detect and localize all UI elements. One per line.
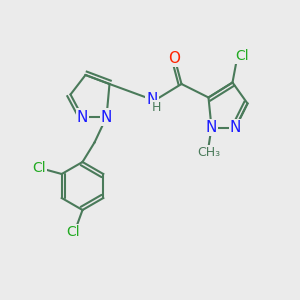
Text: Cl: Cl [67,226,80,239]
Text: O: O [168,51,180,66]
Text: CH₃: CH₃ [197,146,220,159]
Text: N: N [101,110,112,124]
Text: H: H [152,100,162,114]
Text: Cl: Cl [236,49,249,63]
Text: N: N [146,92,158,106]
Text: N: N [77,110,88,124]
Text: Cl: Cl [32,161,45,175]
Text: N: N [230,120,241,135]
Text: N: N [206,120,217,135]
